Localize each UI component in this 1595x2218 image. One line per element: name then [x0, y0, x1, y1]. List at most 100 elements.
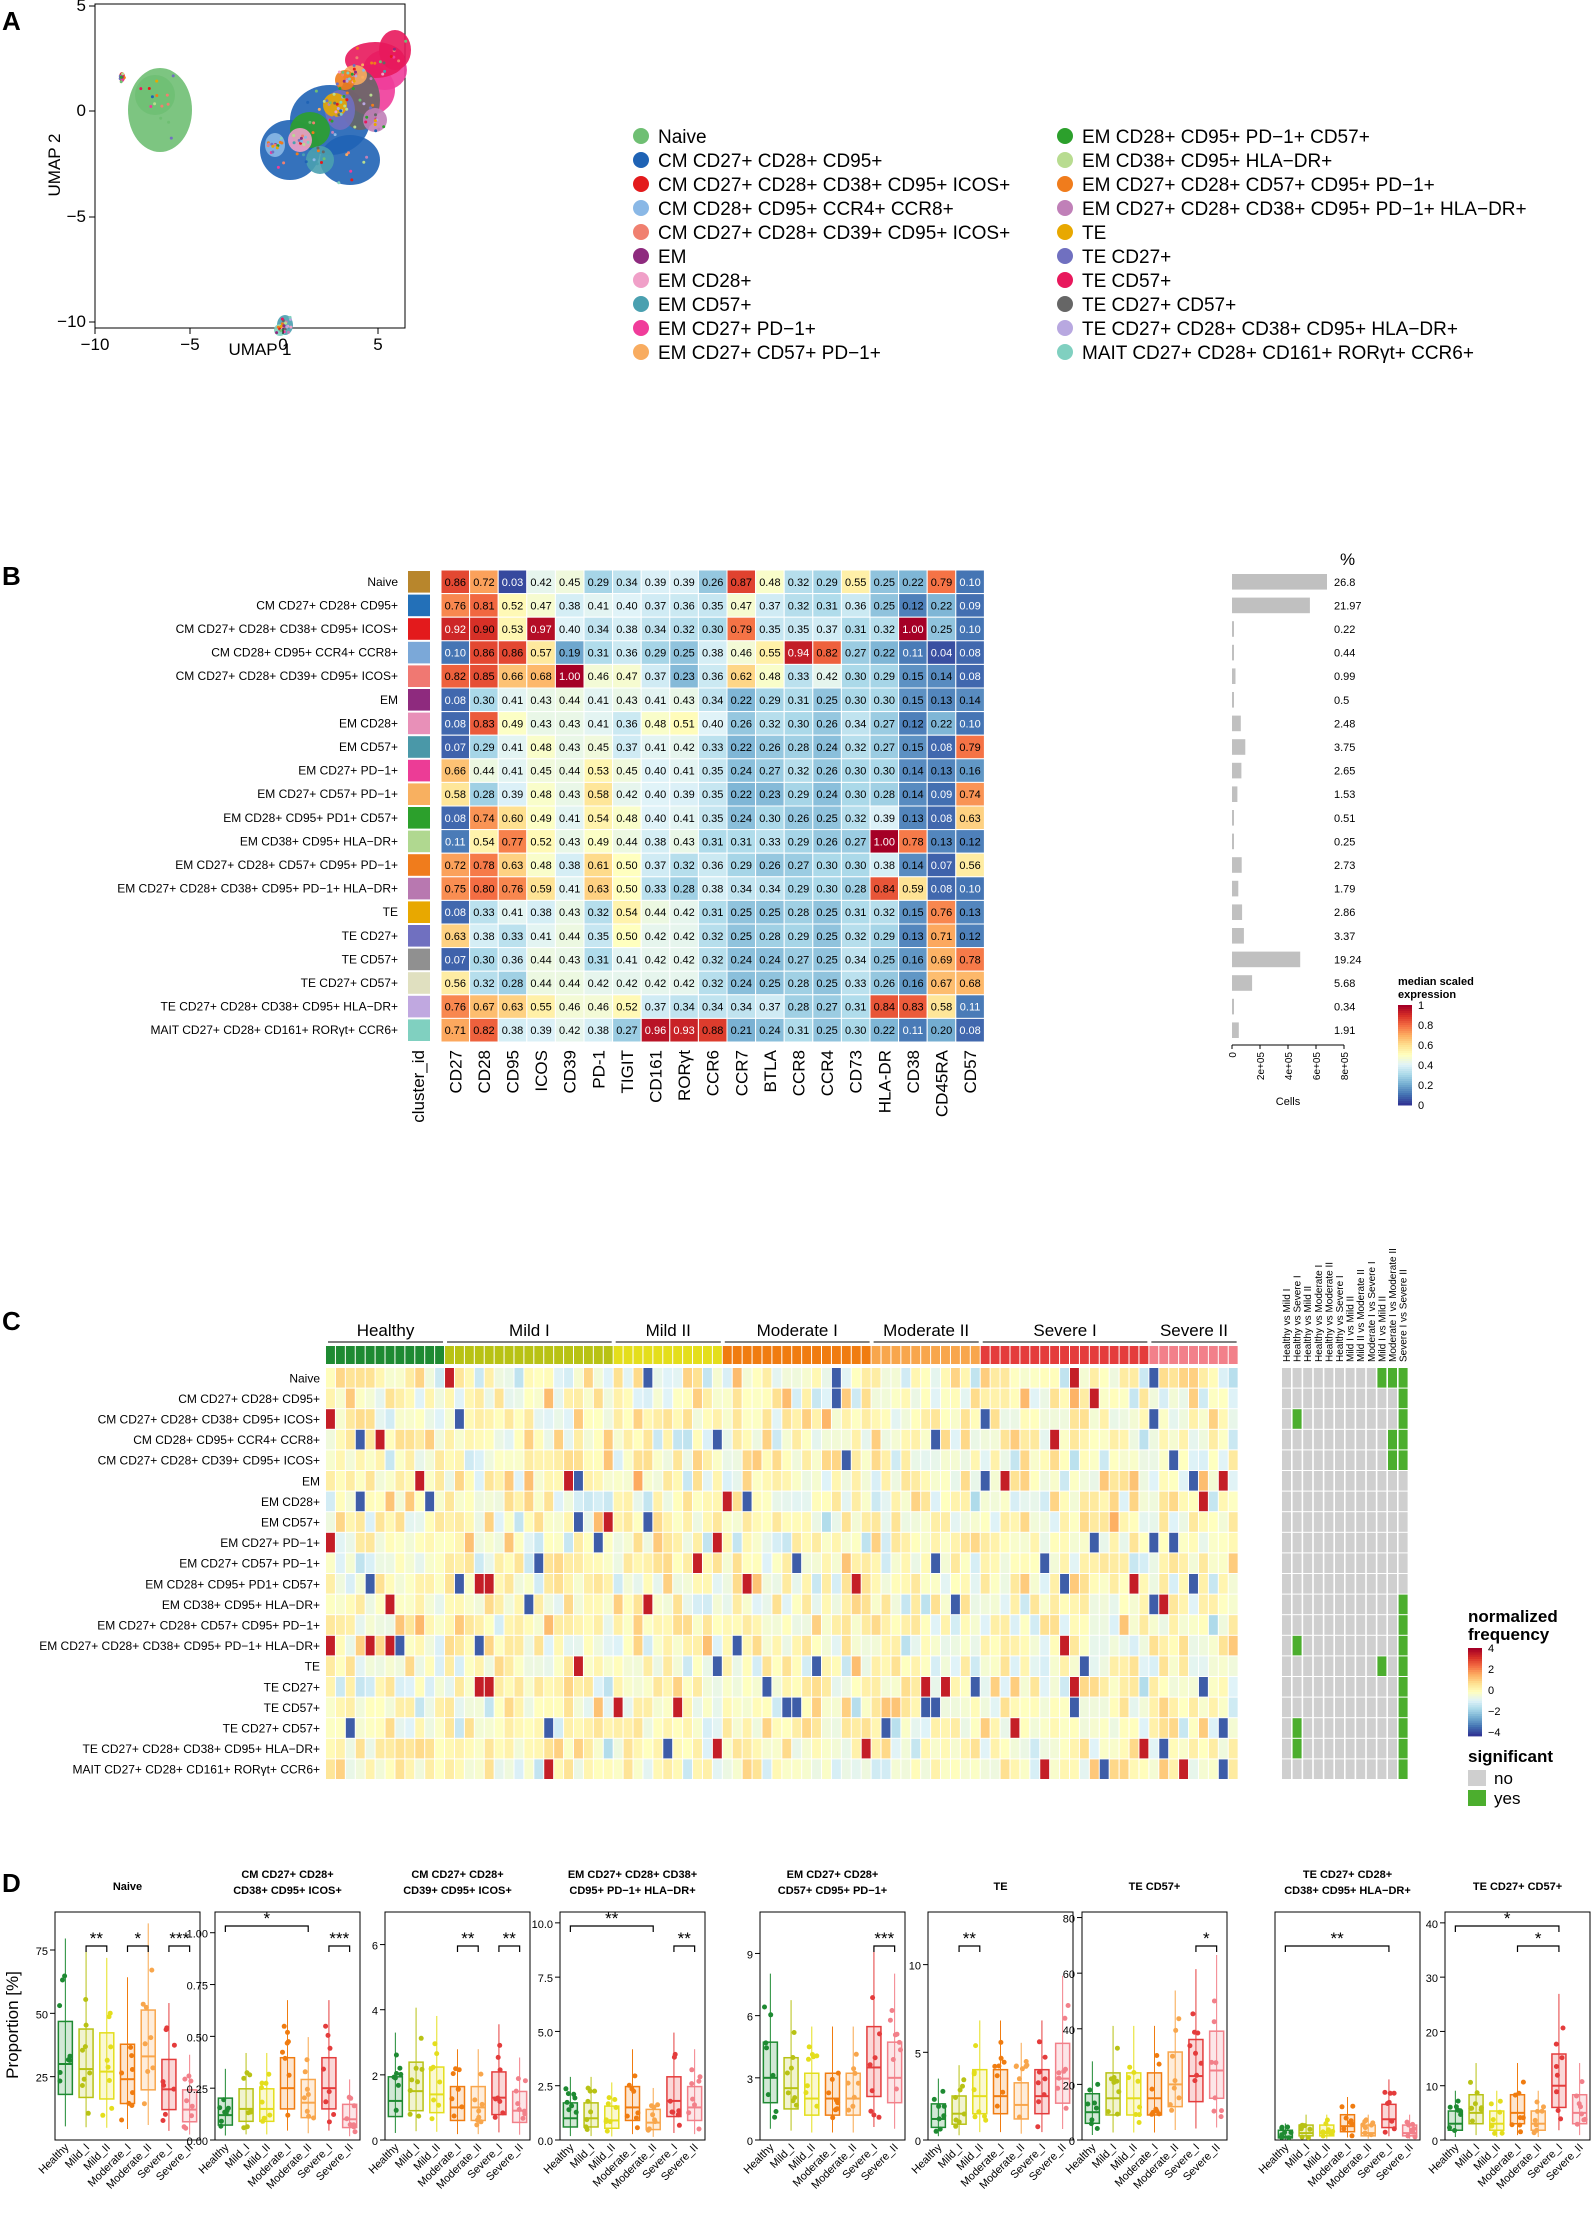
percent-value: 0.99: [1334, 671, 1355, 683]
freq-cell: [574, 1450, 583, 1470]
freq-cell: [861, 1656, 871, 1676]
data-point: [1063, 2066, 1068, 2072]
heatmap-row-label: TE: [383, 905, 398, 919]
freq-cell: [1000, 1471, 1010, 1491]
freq-cell: [345, 1409, 355, 1429]
freq-cell: [365, 1532, 375, 1553]
freq-cell: [990, 1512, 1000, 1532]
significance-stars: *: [135, 1929, 142, 1948]
freq-cell: [1228, 1656, 1238, 1676]
data-point: [85, 2110, 91, 2116]
freq-cell: [802, 1677, 812, 1697]
heatmap-value: 0.38: [588, 1025, 609, 1037]
umap-point: [275, 146, 279, 150]
freq-cell: [405, 1697, 415, 1718]
freq-cell: [970, 1450, 980, 1470]
freq-cell: [732, 1594, 742, 1615]
data-point: [1036, 2039, 1042, 2045]
freq-cell: [375, 1491, 385, 1512]
freq-cell: [1089, 1615, 1099, 1635]
freq-cell: [812, 1388, 821, 1409]
data-point: [960, 2083, 965, 2089]
freq-cell: [633, 1635, 643, 1656]
cluster-id-label: cluster_id: [409, 1050, 428, 1123]
data-point: [1341, 2126, 1347, 2132]
data-point: [1023, 2063, 1029, 2069]
freq-cell: [375, 1677, 385, 1697]
heatmap-value: 0.25: [816, 813, 837, 825]
freq-cell: [365, 1697, 375, 1718]
cluster-swatch: [408, 689, 430, 711]
freq-cell: [1020, 1388, 1030, 1409]
heatmap-value: 0.42: [673, 742, 694, 754]
heatmap-value: 0.33: [702, 742, 723, 754]
freq-cell: [484, 1450, 494, 1470]
freq-cell: [871, 1388, 881, 1409]
freq-cell: [931, 1532, 941, 1553]
freq-cell: [623, 1656, 633, 1676]
sig-cell: [1366, 1656, 1376, 1676]
freq-cell: [1139, 1635, 1149, 1656]
freq-cell: [474, 1635, 484, 1656]
data-point: [1108, 2076, 1114, 2082]
sig-cell: [1366, 1635, 1376, 1656]
freq-cell: [702, 1429, 712, 1450]
freq-cell: [1000, 1718, 1010, 1738]
cluster-swatch: [408, 594, 430, 617]
umap-point: [332, 115, 336, 119]
data-point: [1541, 2104, 1546, 2110]
data-point: [259, 2085, 264, 2091]
data-point: [184, 2098, 190, 2104]
freq-cell: [990, 1574, 1000, 1594]
freq-cell: [1179, 1553, 1189, 1573]
data-point: [301, 2095, 307, 2101]
freq-cell: [534, 1471, 544, 1491]
freq-cell: [1060, 1471, 1069, 1491]
freq-cell: [792, 1635, 802, 1656]
heatmap-value: 0.11: [445, 836, 466, 848]
freq-cell: [712, 1429, 722, 1450]
heatmap-value: 0.82: [445, 671, 466, 683]
freq-cell: [365, 1677, 375, 1697]
umap-point: [364, 120, 368, 124]
freq-cell: [663, 1635, 673, 1656]
freq-cell: [941, 1656, 950, 1676]
cells-bar: [1232, 762, 1242, 779]
freq-cell: [1208, 1368, 1218, 1388]
data-point: [393, 2107, 399, 2113]
heatmap-value: 0.46: [588, 1002, 609, 1014]
freq-cell: [574, 1615, 583, 1635]
freq-cell: [1079, 1594, 1089, 1615]
heatmap-value: 0.38: [559, 600, 580, 612]
heatmap-value: 0.44: [530, 978, 551, 990]
heatmap-value: 0.36: [673, 600, 694, 612]
sig-cell: [1313, 1635, 1323, 1656]
umap-point: [339, 109, 343, 113]
freq-cell: [1030, 1615, 1040, 1635]
freq-cell: [693, 1409, 702, 1429]
sig-cell: [1356, 1656, 1366, 1676]
freq-cell: [1070, 1471, 1079, 1491]
freq-cell: [881, 1450, 891, 1470]
data-point: [887, 2017, 893, 2023]
freq-cell: [1109, 1738, 1119, 1759]
freq-cell: [911, 1471, 921, 1491]
data-point: [785, 2090, 791, 2096]
freq-cell: [1189, 1532, 1198, 1553]
data-point: [1299, 2134, 1305, 2140]
freq-cell: [1079, 1656, 1089, 1676]
freq-cell: [841, 1738, 851, 1759]
sig-cell: [1366, 1450, 1376, 1470]
freq-cell: [1208, 1677, 1218, 1697]
freq-cell: [812, 1574, 821, 1594]
freq-cell: [950, 1677, 960, 1697]
freq-cell: [742, 1615, 752, 1635]
heatmap-value: 0.41: [645, 695, 666, 707]
freq-cell: [871, 1759, 881, 1779]
freq-cell: [355, 1553, 365, 1573]
heatmap-value: 0.22: [874, 648, 895, 660]
freq-cell: [831, 1368, 841, 1388]
freq-cell: [980, 1409, 990, 1429]
marker-label: CD57: [961, 1050, 980, 1093]
heatmap-value: 0.28: [874, 789, 895, 801]
